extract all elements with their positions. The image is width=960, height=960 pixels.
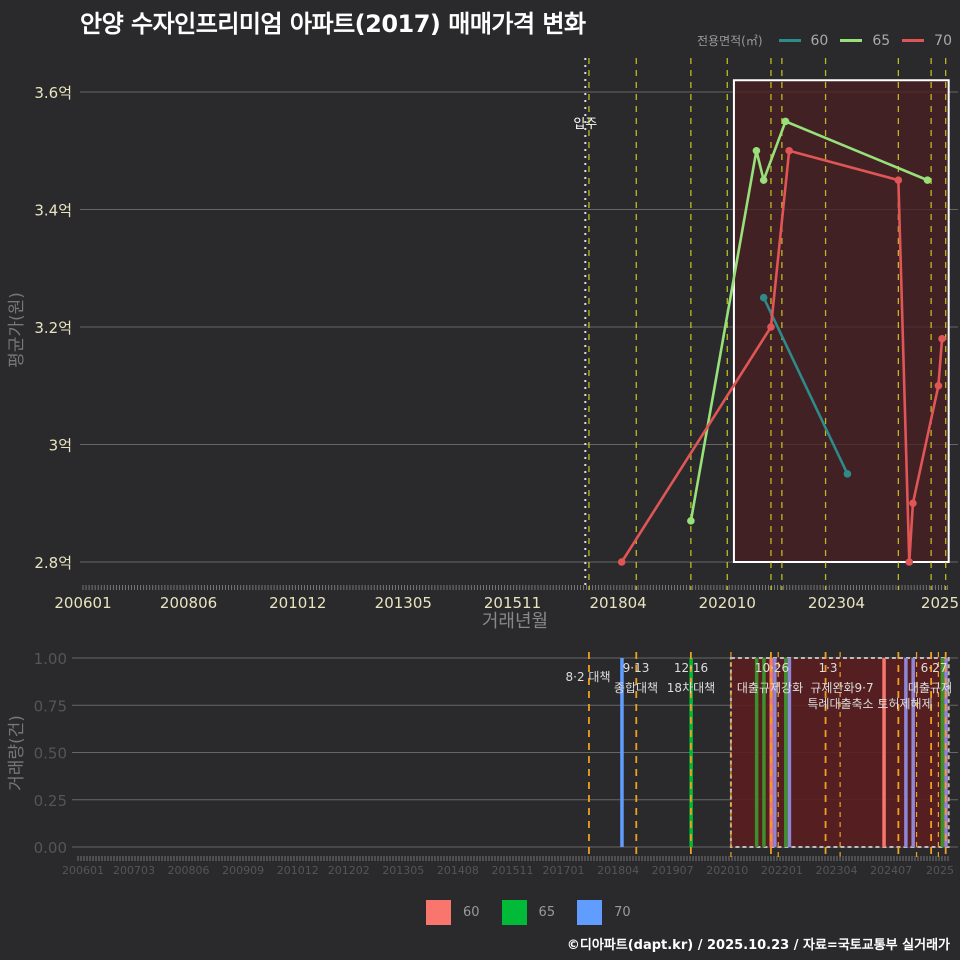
svg-text:2.8억: 2.8억: [34, 554, 72, 572]
svg-text:202010: 202010: [699, 594, 756, 612]
svg-text:8·2 대책: 8·2 대책: [566, 669, 611, 684]
legend-label-65: 65: [872, 32, 891, 49]
svg-text:202201: 202201: [761, 864, 803, 877]
volume-bar: [773, 658, 777, 847]
svg-text:200601: 200601: [62, 864, 104, 877]
svg-text:1·3: 1·3: [818, 661, 837, 675]
svg-text:201408: 201408: [437, 864, 479, 877]
svg-text:201804: 201804: [589, 594, 646, 612]
svg-text:202304: 202304: [808, 594, 865, 612]
legend-box-60: [426, 900, 451, 925]
legend-box-70: [577, 900, 603, 925]
volume-bar: [754, 658, 759, 847]
svg-text:10·26: 10·26: [755, 661, 789, 675]
volume-bar: [784, 658, 788, 847]
series-line-60: [762, 297, 849, 475]
svg-text:200806: 200806: [168, 864, 210, 877]
svg-text:202407: 202407: [870, 864, 912, 877]
svg-text:202304: 202304: [815, 864, 857, 877]
volume-bar: [689, 658, 693, 847]
svg-text:규제완화9·7: 규제완화9·7: [810, 681, 873, 695]
svg-text:12·16: 12·16: [674, 661, 708, 675]
source-credit: ©디아파트(dapt.kr) / 2025.10.23 / 자료=국토교통부 실…: [566, 938, 950, 953]
svg-text:3.2억: 3.2억: [34, 319, 72, 337]
svg-text:거래년월: 거래년월: [482, 611, 548, 632]
svg-text:201202: 201202: [328, 864, 370, 877]
legend-swatch-70: [902, 39, 925, 42]
svg-text:201804: 201804: [597, 864, 639, 877]
legend-swatch-65: [840, 39, 863, 42]
svg-text:3억: 3억: [49, 437, 72, 455]
svg-text:2025: 2025: [921, 594, 959, 612]
volume-bar: [769, 658, 773, 847]
svg-text:0.50: 0.50: [34, 745, 67, 763]
svg-text:201511: 201511: [484, 594, 541, 612]
volume-bar: [911, 658, 915, 847]
svg-text:200909: 200909: [222, 864, 264, 877]
legend-label-60: 60: [810, 32, 829, 49]
legend-title: 전용면적(㎡): [696, 34, 763, 48]
svg-text:9·13: 9·13: [623, 661, 650, 675]
svg-text:거래량(건): 거래량(건): [7, 715, 27, 791]
volume-bar: [882, 658, 886, 847]
legend-box-65: [501, 900, 527, 925]
svg-text:202010: 202010: [706, 864, 748, 877]
svg-text:입주: 입주: [573, 117, 597, 132]
svg-text:0.75: 0.75: [34, 697, 67, 715]
svg-text:201012: 201012: [277, 864, 319, 877]
svg-text:18차대책: 18차대책: [667, 680, 715, 695]
volume-bar: [787, 658, 792, 847]
legend-swatch-60: [778, 39, 801, 42]
svg-text:2025: 2025: [926, 864, 954, 877]
legend-label-60-bottom: 60: [463, 905, 480, 920]
chart-title: 안양 수자인프리미엄 아파트(2017) 매매가격 변화: [80, 10, 586, 38]
svg-text:201012: 201012: [269, 594, 326, 612]
legend-bottom: 60 65 70: [426, 900, 653, 925]
svg-text:특례대출축소 토허제해제: 특례대출축소 토허제해제: [807, 697, 932, 711]
svg-text:201305: 201305: [382, 864, 424, 877]
legend-label-70-bottom: 70: [614, 905, 631, 920]
svg-text:3.6억: 3.6억: [34, 84, 72, 102]
svg-text:201511: 201511: [492, 864, 534, 877]
volume-panel: 0.00 0.25 0.50 0.75 1.00 거래량(건) 8·2 대책 9·13 종합대책…: [7, 650, 958, 877]
svg-text:대출규제강화: 대출규제강화: [737, 681, 803, 695]
legend-label-70: 70: [934, 32, 952, 49]
svg-text:200601: 200601: [54, 594, 111, 612]
series-line-70: [620, 149, 944, 563]
svg-text:대출규제: 대출규제: [908, 681, 952, 695]
svg-text:1.00: 1.00: [34, 650, 67, 668]
svg-text:3.4억: 3.4억: [34, 202, 72, 220]
volume-bar: [904, 658, 908, 847]
svg-text:201701: 201701: [542, 864, 584, 877]
svg-text:6·27: 6·27: [921, 661, 948, 675]
svg-text:200703: 200703: [113, 864, 155, 877]
svg-text:200806: 200806: [160, 594, 217, 612]
svg-text:201907: 201907: [652, 864, 694, 877]
svg-text:0.25: 0.25: [34, 792, 67, 810]
volume-bar: [620, 658, 624, 847]
svg-text:201305: 201305: [375, 594, 432, 612]
legend-area: 전용면적(㎡) 60 65 70: [697, 32, 952, 49]
legend-label-65-bottom: 65: [538, 905, 556, 920]
volume-bar: [944, 658, 948, 847]
volume-bar: [940, 658, 945, 847]
volume-bar: [762, 658, 766, 847]
svg-text:0.00: 0.00: [34, 839, 67, 857]
svg-text:평균가(원): 평균가(원): [7, 292, 27, 368]
svg-text:종합대책: 종합대책: [614, 680, 658, 695]
